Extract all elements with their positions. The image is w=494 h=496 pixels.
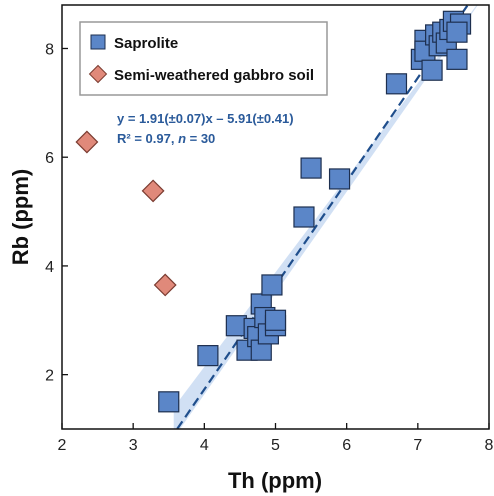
legend-marker-gabbro-soil xyxy=(88,64,108,84)
fit-r2-prefix: R² = 0.97, xyxy=(117,131,178,146)
fit-r2-n: n xyxy=(178,131,186,146)
point-gabbro-soil-2 xyxy=(153,273,177,297)
fit-r2: R² = 0.97, n = 30 xyxy=(117,131,215,146)
ticks-layer: 2 3 4 5 6 7 8 2 4 6 8 xyxy=(45,41,493,454)
legend-marker-saprolite xyxy=(90,34,106,50)
y-tick-label-6: 6 xyxy=(45,150,54,167)
point-saprolite-15 xyxy=(328,168,351,190)
point-gabbro-soil-1 xyxy=(141,179,165,203)
y-tick-label-8: 8 xyxy=(45,41,54,58)
point-saprolite-16 xyxy=(385,73,408,95)
x-tick-label-8: 8 xyxy=(485,437,494,454)
legend-label-gabbro-soil: Semi-weathered gabbro soil xyxy=(114,67,314,84)
y-tick-label-2: 2 xyxy=(45,368,54,385)
point-saprolite-14 xyxy=(300,157,322,179)
y-axis-title: Rb (ppm) xyxy=(8,169,33,266)
fit-r2-suffix: = 30 xyxy=(186,131,215,146)
fit-line xyxy=(176,5,470,429)
x-tick-label-2: 2 xyxy=(58,437,67,454)
point-saprolite-0 xyxy=(158,391,180,413)
points-layer xyxy=(75,10,472,413)
x-tick-label-5: 5 xyxy=(271,437,280,454)
point-saprolite-13 xyxy=(293,206,315,228)
x-tick-label-7: 7 xyxy=(413,437,422,454)
fit-line-layer xyxy=(176,5,470,429)
legend-box xyxy=(79,21,328,96)
point-saprolite-10 xyxy=(261,274,283,296)
point-saprolite-29 xyxy=(446,21,468,43)
x-tick-label-4: 4 xyxy=(200,437,209,454)
y-tick-label-4: 4 xyxy=(45,259,54,276)
x-tick-label-6: 6 xyxy=(342,437,351,454)
legend-label-saprolite: Saprolite xyxy=(114,35,178,52)
x-tick-label-3: 3 xyxy=(129,437,138,454)
fit-equation: y = 1.91(±0.07)x – 5.91(±0.41) xyxy=(117,111,294,126)
point-gabbro-soil-0 xyxy=(75,130,99,154)
x-axis-title: Th (ppm) xyxy=(228,468,322,493)
point-saprolite-12 xyxy=(264,309,287,331)
point-saprolite-27 xyxy=(446,48,468,70)
point-saprolite-20 xyxy=(421,59,443,81)
point-saprolite-2 xyxy=(225,315,247,337)
point-saprolite-1 xyxy=(197,345,219,367)
